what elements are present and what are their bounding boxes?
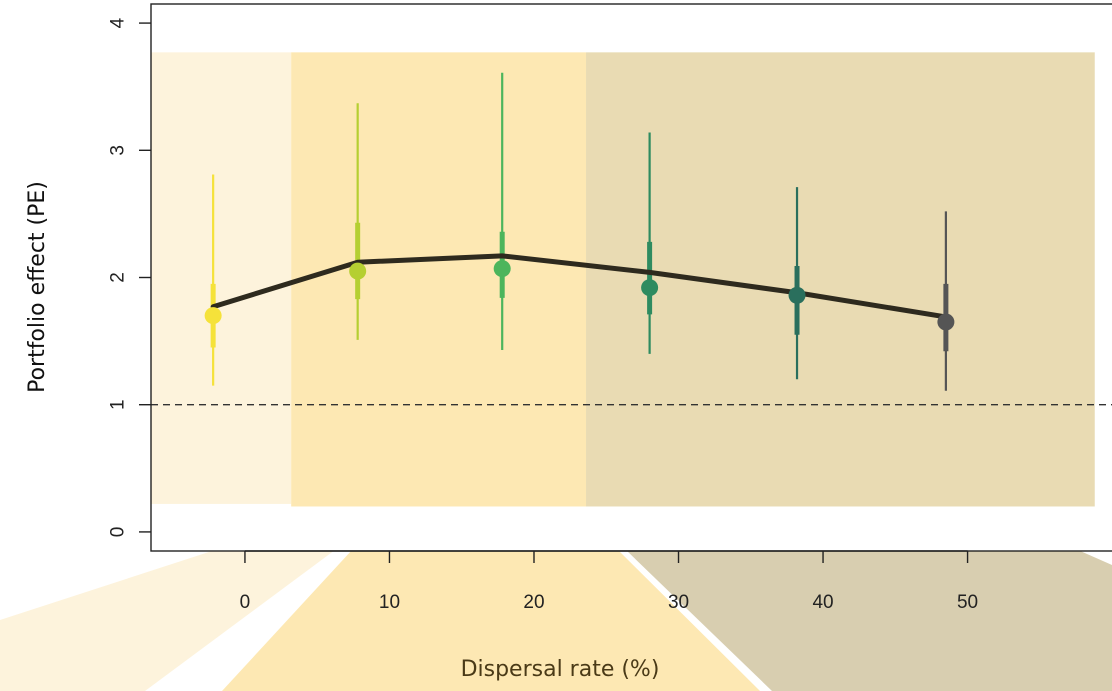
x-tick-label-5: 50 <box>957 592 978 613</box>
data-point-5 <box>937 313 955 331</box>
x-axis-title: Dispersal rate (%) <box>461 657 660 682</box>
x-tick-label-0: 0 <box>240 592 251 613</box>
trend-line <box>210 253 949 320</box>
region-2 <box>586 52 1095 507</box>
x-tick-label-1: 10 <box>379 592 400 613</box>
x-axis: 0 10 20 30 40 50 <box>240 550 978 613</box>
y-tick-label-2: 2 <box>108 272 129 283</box>
data-point-2 <box>493 260 511 278</box>
region-1 <box>291 52 587 507</box>
data-points <box>204 260 955 331</box>
callout-wedge-low <box>0 550 335 691</box>
dispersal-regions <box>151 52 1095 507</box>
y-tick-label-1: 1 <box>108 399 129 410</box>
y-tick-label-3: 3 <box>108 145 129 156</box>
y-tick-label-4: 4 <box>108 17 129 28</box>
y-tick-label-0: 0 <box>108 527 129 538</box>
y-axis-title: Portfolio effect (PE) <box>25 181 50 393</box>
x-tick-label-3: 30 <box>668 592 689 613</box>
data-point-4 <box>788 286 806 304</box>
x-tick-label-4: 40 <box>812 592 833 613</box>
x-tick-label-2: 20 <box>523 592 544 613</box>
data-point-1 <box>349 262 367 280</box>
data-point-3 <box>641 279 659 297</box>
y-axis: 0 1 2 3 4 <box>108 17 151 537</box>
callout-wedge-intermediate <box>222 550 760 691</box>
callout-wedge-high <box>626 550 1112 691</box>
region-0 <box>151 52 292 504</box>
data-point-0 <box>204 307 222 325</box>
